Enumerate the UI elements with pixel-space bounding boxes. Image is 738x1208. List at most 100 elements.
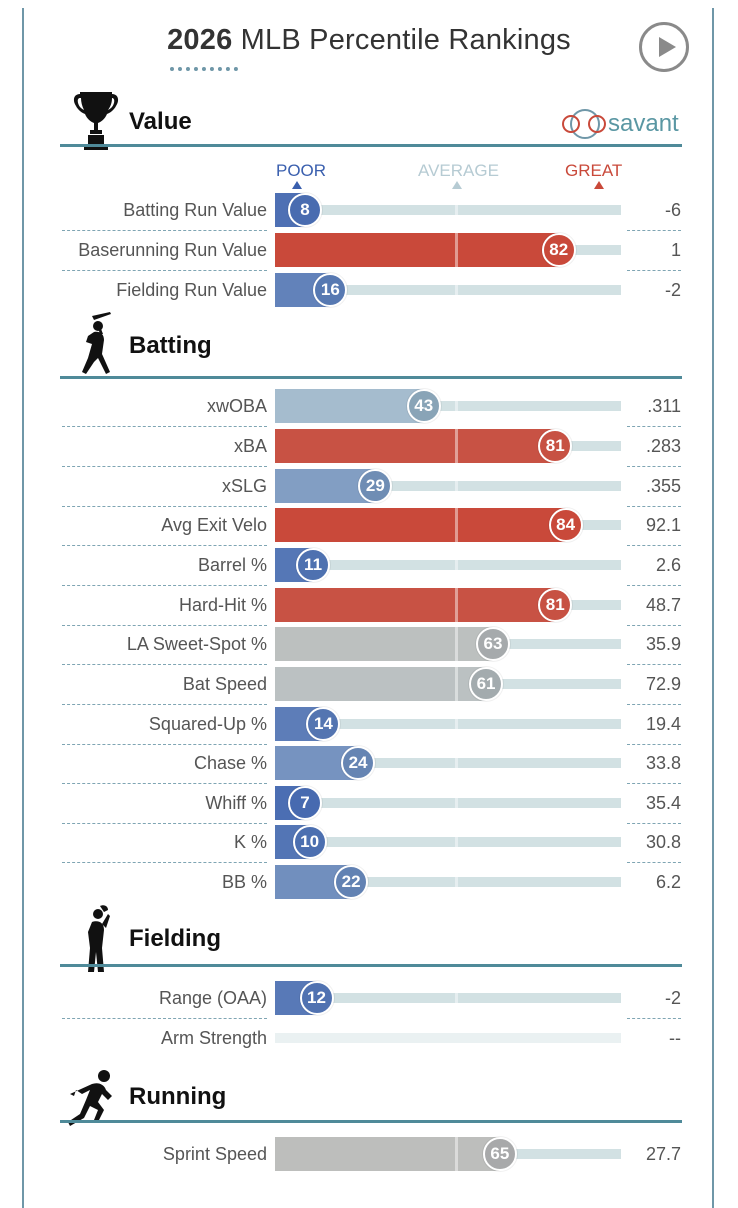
section-divider bbox=[60, 144, 682, 147]
row-divider bbox=[627, 270, 681, 271]
title-underline bbox=[170, 67, 238, 71]
row-divider bbox=[627, 704, 681, 705]
percentile-badge: 43 bbox=[406, 389, 441, 423]
page-title: 2026 MLB Percentile Rankings bbox=[167, 24, 571, 56]
fielder-icon bbox=[80, 904, 114, 981]
empty-track bbox=[275, 1033, 621, 1043]
metric-label: Squared-Up % bbox=[148, 714, 267, 734]
bar-midline bbox=[455, 469, 458, 503]
bar-midline bbox=[455, 865, 458, 899]
percentile-track bbox=[275, 285, 621, 295]
metric-value: .355 bbox=[645, 476, 681, 496]
metric-label: Arm Strength bbox=[160, 1028, 267, 1048]
percentile-badge: 22 bbox=[334, 865, 369, 899]
section-divider bbox=[60, 376, 682, 379]
metric-label: K % bbox=[233, 832, 267, 852]
metric-value: 35.4 bbox=[645, 793, 681, 813]
scale-poor-tick bbox=[292, 181, 302, 189]
row-divider bbox=[627, 625, 681, 626]
percentile-badge: 11 bbox=[296, 548, 331, 582]
metric-label: Batting Run Value bbox=[123, 200, 267, 220]
bar-midline bbox=[455, 389, 458, 423]
metric-label: Hard-Hit % bbox=[178, 595, 267, 615]
row-divider bbox=[62, 664, 267, 665]
bar-midline bbox=[455, 588, 458, 622]
metric-label: Sprint Speed bbox=[162, 1144, 267, 1164]
row-divider bbox=[62, 270, 267, 271]
metric-label: BB % bbox=[221, 872, 267, 892]
bar-midline bbox=[455, 508, 458, 542]
section-title-value: Value bbox=[129, 108, 192, 135]
metric-label: Baserunning Run Value bbox=[78, 240, 267, 260]
bar-midline bbox=[455, 548, 458, 582]
bar-midline bbox=[455, 981, 458, 1015]
row-divider bbox=[62, 426, 267, 427]
percentile-track bbox=[275, 719, 621, 729]
row-divider bbox=[62, 506, 267, 507]
row-divider bbox=[627, 466, 681, 467]
row-divider bbox=[62, 823, 267, 824]
percentile-bar bbox=[275, 588, 556, 622]
metric-value: -6 bbox=[664, 200, 681, 220]
row-divider bbox=[62, 585, 267, 586]
row-divider bbox=[62, 862, 267, 863]
section-title-fielding: Fielding bbox=[129, 925, 221, 952]
metric-label: Bat Speed bbox=[182, 674, 267, 694]
batter-icon bbox=[70, 312, 120, 387]
row-divider bbox=[627, 862, 681, 863]
metric-value: .283 bbox=[645, 436, 681, 456]
card-frame bbox=[22, 8, 714, 1208]
scale-poor-label: POOR bbox=[276, 161, 327, 180]
percentile-track bbox=[275, 798, 621, 808]
percentile-bar bbox=[275, 627, 493, 661]
metric-value: 19.4 bbox=[645, 714, 681, 734]
play-icon[interactable] bbox=[639, 22, 689, 72]
row-divider bbox=[627, 585, 681, 586]
row-divider bbox=[627, 506, 681, 507]
percentile-bar bbox=[275, 667, 487, 701]
bar-midline bbox=[455, 746, 458, 780]
metric-value: 2.6 bbox=[655, 555, 681, 575]
row-divider bbox=[62, 545, 267, 546]
section-title-batting: Batting bbox=[129, 332, 212, 359]
row-divider bbox=[62, 704, 267, 705]
scale-great-label: GREAT bbox=[565, 161, 623, 180]
bar-midline bbox=[455, 707, 458, 741]
section-divider bbox=[60, 964, 682, 967]
percentile-badge: 81 bbox=[538, 588, 573, 622]
row-divider bbox=[62, 783, 267, 784]
scale-average-tick bbox=[452, 181, 462, 189]
percentile-track bbox=[275, 837, 621, 847]
row-divider bbox=[627, 783, 681, 784]
percentile-badge: 12 bbox=[299, 981, 334, 1015]
metric-value: -2 bbox=[664, 280, 681, 300]
percentile-badge: 24 bbox=[341, 746, 376, 780]
metric-value: 35.9 bbox=[645, 634, 681, 654]
percentile-bar bbox=[275, 233, 559, 267]
bar-midline bbox=[455, 233, 458, 267]
percentile-badge: 8 bbox=[288, 193, 322, 227]
baseball-icon bbox=[562, 109, 606, 139]
metric-label: xSLG bbox=[221, 476, 267, 496]
percentile-badge: 63 bbox=[475, 627, 510, 661]
metric-value: -- bbox=[669, 1028, 681, 1048]
percentile-track bbox=[275, 401, 621, 411]
percentile-badge: 84 bbox=[548, 508, 583, 542]
row-divider bbox=[627, 823, 681, 824]
metric-label: Range (OAA) bbox=[158, 988, 267, 1008]
row-divider bbox=[627, 426, 681, 427]
section-divider bbox=[60, 1120, 682, 1123]
savant-logo[interactable]: savant bbox=[562, 108, 685, 142]
metric-value: 48.7 bbox=[645, 595, 681, 615]
percentile-track bbox=[275, 560, 621, 570]
bar-midline bbox=[455, 193, 458, 227]
metric-label: Fielding Run Value bbox=[116, 280, 267, 300]
metric-label: Avg Exit Velo bbox=[161, 515, 267, 535]
percentile-badge: 16 bbox=[313, 273, 348, 307]
percentile-track bbox=[275, 481, 621, 491]
bar-midline bbox=[455, 429, 458, 463]
metric-label: Chase % bbox=[193, 753, 267, 773]
scale-average-label: AVERAGE bbox=[418, 161, 499, 180]
percentile-track bbox=[275, 758, 621, 768]
metric-value: 72.9 bbox=[645, 674, 681, 694]
